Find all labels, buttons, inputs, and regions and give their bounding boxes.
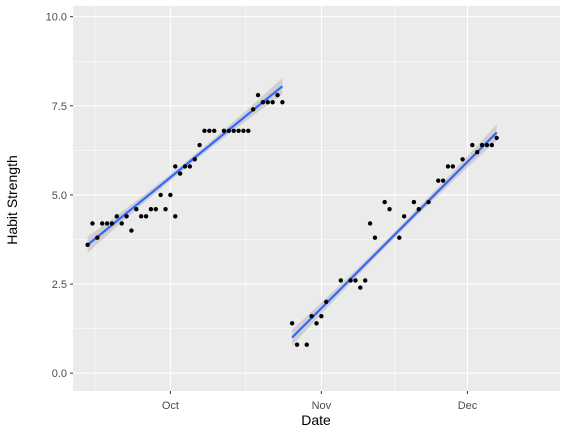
data-point	[338, 278, 344, 283]
data-point	[387, 206, 392, 212]
data-point	[202, 128, 207, 133]
data-point	[489, 142, 495, 148]
data-point	[85, 242, 90, 248]
grid-major	[73, 6, 560, 391]
data-point	[207, 128, 212, 133]
data-point	[163, 206, 168, 212]
data-point	[309, 313, 314, 319]
data-point	[367, 221, 373, 226]
y-tick-label: 2.5	[52, 279, 67, 291]
data-point	[177, 171, 183, 176]
data-point	[134, 206, 139, 212]
x-tick-label: Nov	[312, 400, 332, 412]
data-point	[314, 321, 319, 326]
data-point	[197, 142, 202, 148]
data-point	[148, 206, 154, 212]
data-point	[260, 100, 266, 105]
plot-panel	[73, 6, 560, 391]
data-point	[382, 199, 387, 205]
data-point	[250, 107, 256, 112]
y-tick-label: 7.5	[52, 101, 67, 113]
data-point	[109, 221, 115, 226]
data-point	[411, 199, 417, 205]
data-point	[348, 278, 353, 283]
data-point	[470, 142, 475, 148]
data-point	[358, 285, 363, 290]
data-point	[416, 206, 421, 212]
data-point	[212, 128, 217, 133]
data-point	[484, 142, 490, 148]
data-point	[124, 214, 129, 219]
data-point	[372, 235, 378, 240]
data-point	[226, 128, 232, 133]
data-point	[119, 221, 124, 226]
data-point	[231, 128, 236, 133]
data-point	[265, 100, 270, 105]
data-point	[158, 192, 163, 198]
y-tick-label: 5.0	[52, 190, 67, 202]
data-point	[494, 135, 499, 141]
data-point	[192, 157, 197, 162]
data-point	[143, 214, 149, 219]
data-point	[280, 100, 285, 105]
data-point	[173, 164, 178, 169]
data-point	[319, 313, 324, 319]
data-point	[436, 178, 441, 183]
data-point	[460, 157, 465, 162]
data-point	[363, 278, 368, 283]
x-axis: Oct Nov Dec	[162, 391, 478, 412]
data-point	[401, 214, 407, 219]
data-point	[153, 206, 158, 212]
data-point	[304, 342, 309, 347]
data-point	[221, 128, 227, 133]
y-tick-label: 10.0	[46, 12, 67, 24]
x-axis-title: Date	[301, 412, 331, 428]
data-point	[450, 164, 456, 169]
x-tick-label: Oct	[162, 400, 179, 412]
data-point	[241, 128, 246, 133]
data-points	[85, 92, 499, 347]
data-point	[95, 235, 100, 240]
data-point	[445, 164, 451, 169]
data-point	[440, 178, 446, 183]
data-point	[353, 278, 358, 283]
data-point	[275, 92, 280, 98]
data-point	[90, 221, 95, 226]
data-point	[289, 321, 295, 326]
data-point	[475, 149, 480, 155]
data-point	[479, 142, 485, 148]
data-point	[255, 92, 261, 98]
data-point	[100, 221, 105, 226]
data-point	[138, 214, 144, 219]
data-point	[294, 342, 300, 347]
x-tick-label: Dec	[458, 400, 478, 412]
data-point	[187, 164, 193, 169]
data-point	[168, 192, 173, 198]
data-point	[129, 228, 134, 233]
data-point	[246, 128, 251, 133]
data-point	[324, 299, 329, 305]
y-axis: 0.0 2.5 5.0 7.5 10.0	[46, 12, 73, 380]
data-point	[104, 221, 110, 226]
data-point	[426, 199, 431, 205]
y-tick-label: 0.0	[52, 368, 67, 380]
data-point	[270, 100, 275, 105]
data-point	[114, 214, 120, 219]
data-point	[236, 128, 241, 133]
data-point	[182, 164, 188, 169]
data-point	[173, 214, 178, 219]
y-axis-title: Habit Strength	[4, 155, 20, 245]
grid-minor	[73, 6, 560, 391]
data-point	[397, 235, 402, 240]
